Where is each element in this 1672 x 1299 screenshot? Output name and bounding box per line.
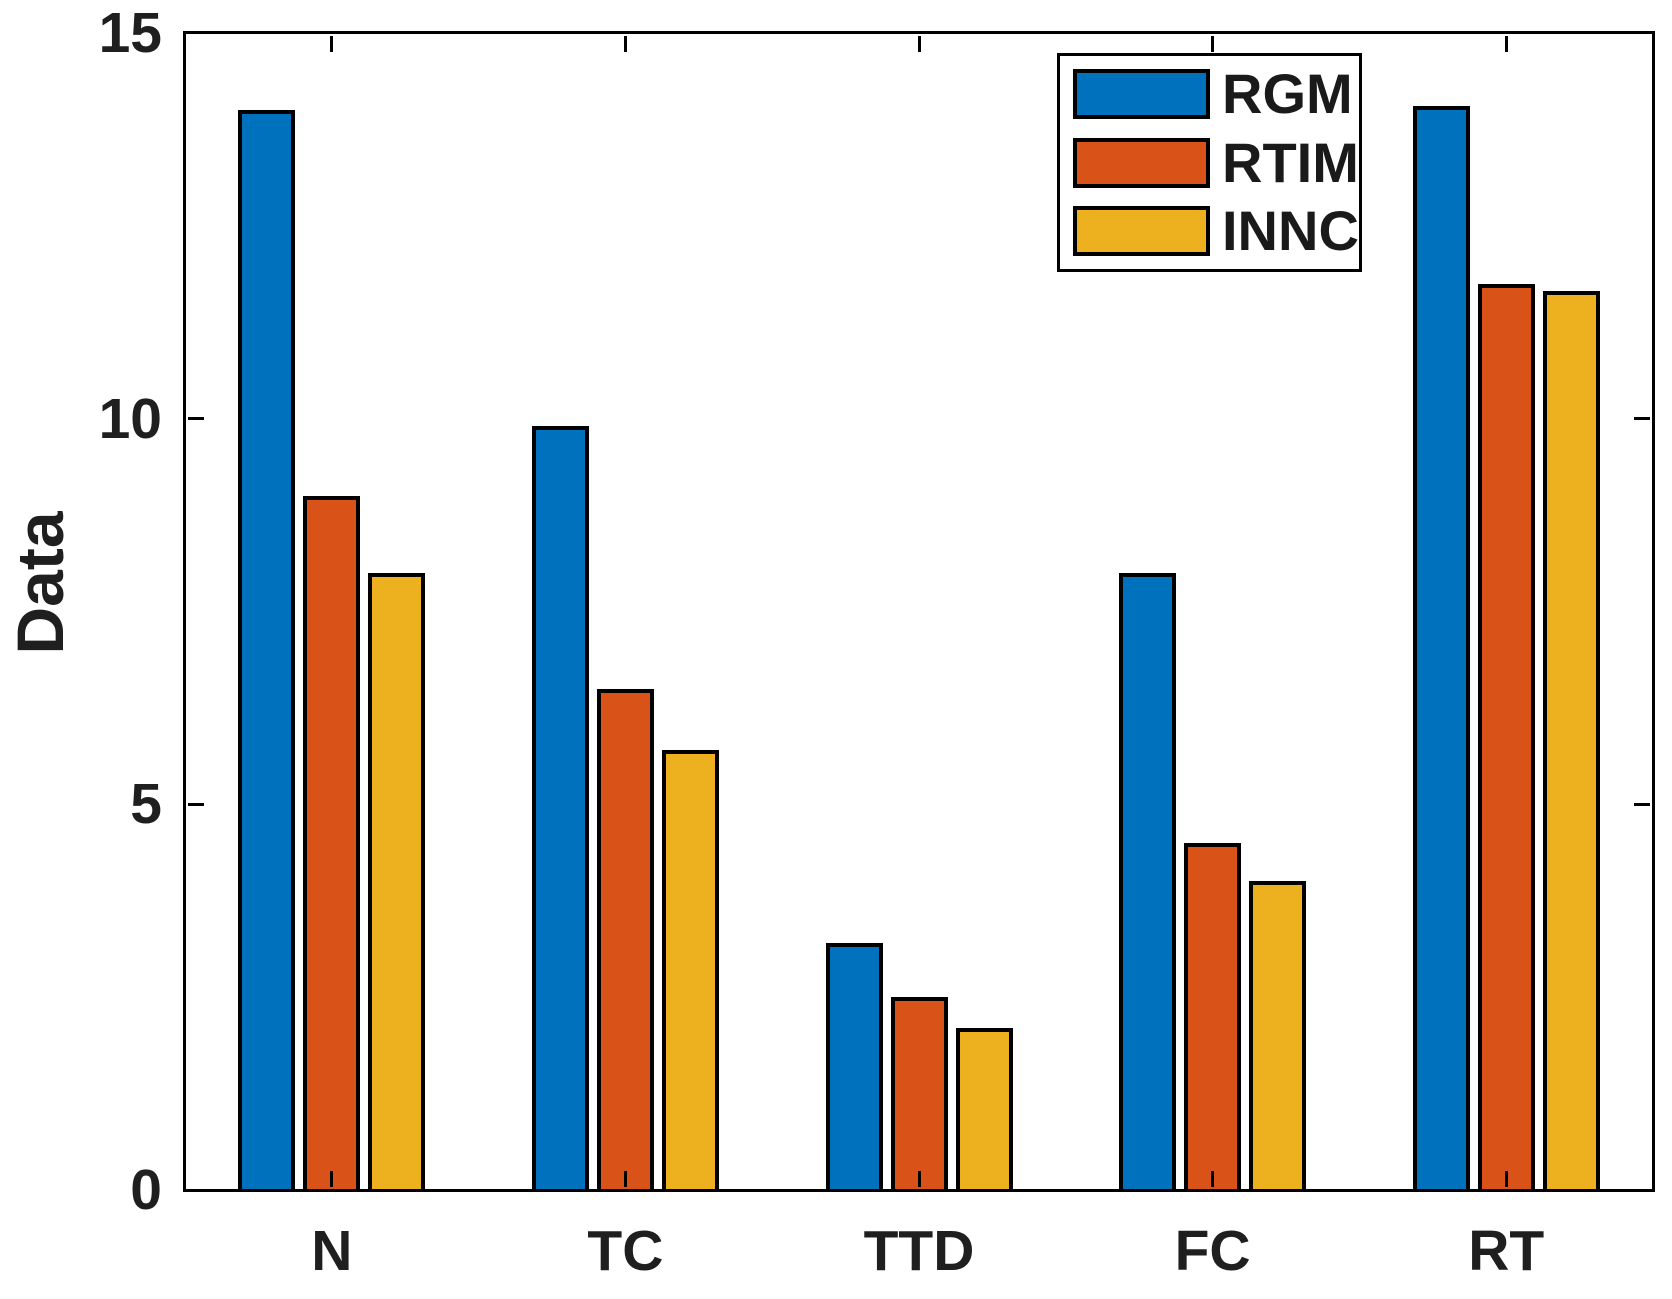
x-tick-bottom-n [330, 1171, 334, 1187]
bar-rtim-rt [1477, 283, 1535, 1189]
legend: RGM RTIM INNC [1057, 53, 1362, 272]
legend-label-rtim: RTIM [1222, 130, 1359, 194]
legend-label-rgm: RGM [1222, 62, 1353, 126]
x-tick-top-n [330, 36, 334, 52]
x-tick-label-n: N [311, 1219, 353, 1283]
legend-row-innc: INNC [1060, 201, 1359, 261]
legend-swatch-rgm [1073, 69, 1210, 120]
y-tick-left-10 [188, 417, 204, 421]
x-tick-top-ttd [917, 36, 921, 52]
x-tick-bottom-ttd [917, 1171, 921, 1187]
bar-rtim-ttd [890, 997, 948, 1189]
legend-swatch-innc [1073, 205, 1210, 256]
bar-innc-n [368, 572, 426, 1189]
legend-row-rtim: RTIM [1060, 133, 1359, 193]
bar-rgm-n [238, 110, 296, 1189]
y-axis-label: Data [3, 511, 77, 655]
legend-swatch-rtim [1073, 137, 1210, 188]
x-tick-bottom-rt [1504, 1171, 1508, 1187]
bar-rgm-ttd [825, 943, 883, 1189]
bar-innc-fc [1249, 881, 1307, 1189]
x-tick-top-fc [1211, 36, 1215, 52]
x-tick-top-rt [1504, 36, 1508, 52]
legend-row-rgm: RGM [1060, 64, 1359, 124]
bar-rtim-fc [1184, 842, 1242, 1189]
legend-label-innc: INNC [1222, 198, 1359, 262]
x-tick-bottom-tc [623, 1171, 627, 1187]
x-tick-label-ttd: TTD [863, 1219, 975, 1283]
bar-innc-tc [661, 750, 719, 1189]
x-tick-top-tc [623, 36, 627, 52]
bar-rtim-n [303, 495, 361, 1189]
x-tick-label-rt: RT [1468, 1219, 1545, 1283]
bar-rgm-rt [1412, 106, 1470, 1189]
x-tick-bottom-fc [1211, 1171, 1215, 1187]
y-tick-left-5 [188, 802, 204, 806]
y-tick-right-5 [1634, 802, 1650, 806]
y-tick-label-10: 10 [98, 386, 162, 451]
bar-innc-ttd [955, 1028, 1013, 1189]
bar-innc-rt [1542, 291, 1600, 1189]
y-tick-label-0: 0 [130, 1158, 162, 1222]
bar-rtim-tc [596, 688, 654, 1189]
x-tick-label-tc: TC [587, 1219, 664, 1283]
y-tick-label-5: 5 [130, 772, 162, 837]
x-tick-label-fc: FC [1174, 1219, 1251, 1283]
y-tick-right-10 [1634, 417, 1650, 421]
y-tick-label-15: 15 [98, 1, 162, 65]
bar-rgm-fc [1119, 572, 1177, 1189]
bar-rgm-tc [531, 426, 589, 1189]
